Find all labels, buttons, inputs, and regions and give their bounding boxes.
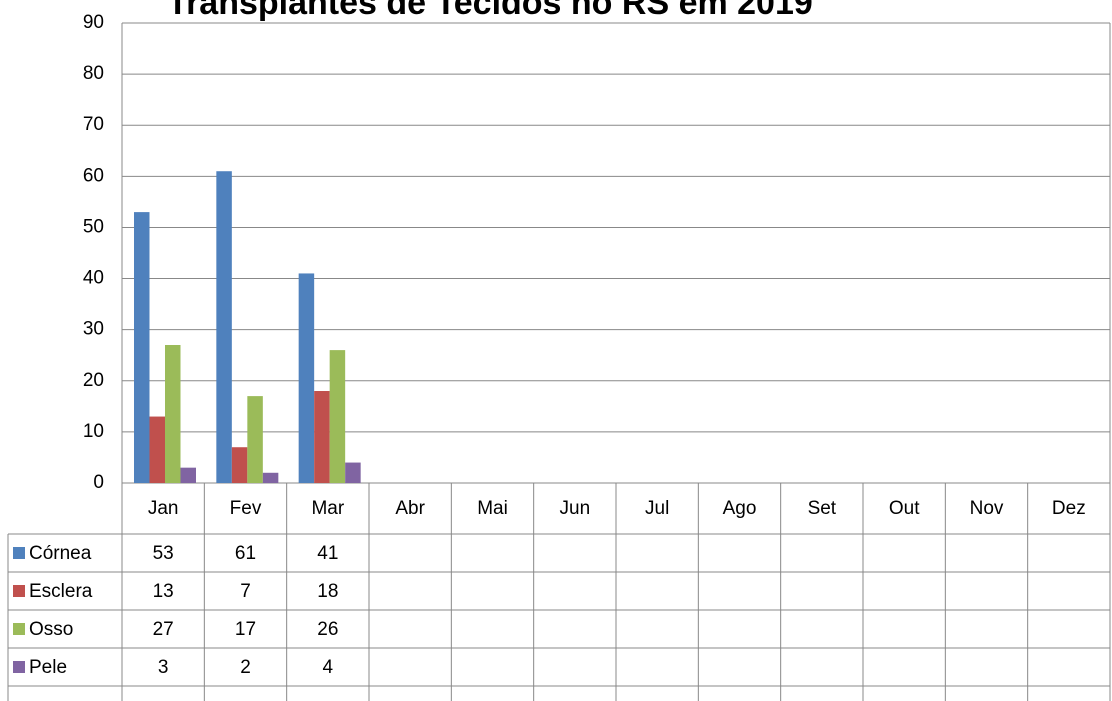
x-tick-label: Nov [970, 498, 1004, 519]
bar [314, 391, 330, 483]
table-cell: 4 [323, 657, 334, 678]
bar [134, 212, 150, 483]
bar [345, 462, 361, 483]
table-cell: 41 [317, 543, 338, 564]
y-tick-label: 50 [83, 216, 104, 237]
legend-key [13, 623, 25, 635]
table-cell: 13 [153, 581, 174, 602]
y-tick-label: 30 [83, 319, 104, 340]
y-tick-label: 20 [83, 370, 104, 391]
legend-label: Osso [29, 619, 73, 640]
x-tick-label: Set [808, 498, 837, 519]
table-cell: 3 [158, 657, 169, 678]
legend-key [13, 585, 25, 597]
y-tick-label: 60 [83, 165, 104, 186]
legend-label: Pele [29, 657, 67, 678]
x-tick-label: Mar [311, 498, 344, 519]
x-tick-label: Jul [645, 498, 669, 519]
y-tick-label: 40 [83, 268, 104, 289]
table-cell: 27 [153, 619, 174, 640]
bar [149, 416, 165, 483]
y-tick-label: 80 [83, 63, 104, 84]
x-tick-label: Jan [148, 498, 179, 519]
chart-title: Transplantes de Tecidos no RS em 2019 [167, 0, 813, 22]
bar [262, 472, 279, 483]
x-tick-label: Mai [477, 498, 508, 519]
table-cell: 7 [240, 581, 251, 602]
legend-label: Córnea [29, 543, 92, 564]
y-tick-label: 70 [83, 114, 104, 135]
y-tick-label: 90 [83, 12, 104, 33]
y-tick-label: 10 [83, 421, 104, 442]
table-cell: 53 [153, 543, 174, 564]
table-cell: 2 [240, 657, 251, 678]
table-cell: 17 [235, 619, 256, 640]
bar [180, 467, 196, 483]
table-cell: 61 [235, 543, 256, 564]
y-tick-label: 0 [93, 472, 104, 493]
x-tick-label: Ago [723, 498, 757, 519]
bar [231, 447, 248, 483]
x-tick-label: Abr [395, 498, 425, 519]
table-cell: 26 [317, 619, 338, 640]
x-tick-label: Jun [560, 498, 591, 519]
bar [165, 345, 181, 483]
x-tick-label: Out [889, 498, 920, 519]
bar [298, 273, 315, 483]
bar [329, 350, 346, 483]
bar [216, 171, 232, 483]
legend-key [13, 547, 25, 559]
x-tick-label: Fev [230, 498, 262, 519]
legend-key [13, 661, 25, 673]
table-cell: 18 [317, 581, 338, 602]
bar [247, 396, 263, 483]
x-tick-label: Dez [1052, 498, 1086, 519]
legend-label: Esclera [29, 581, 93, 602]
